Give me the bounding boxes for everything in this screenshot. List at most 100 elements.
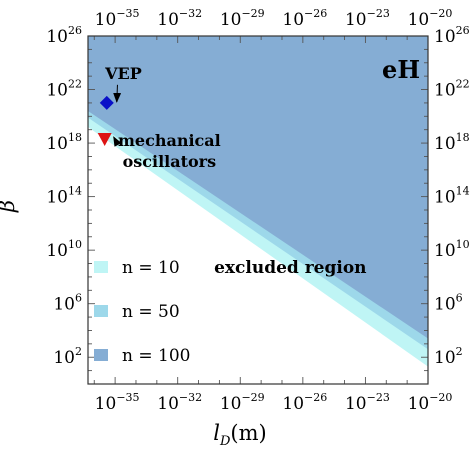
y-tick-label-left-base: 10 bbox=[46, 81, 68, 101]
x-axis-label-unit: (m) bbox=[230, 421, 266, 445]
vep-arrow bbox=[113, 84, 122, 103]
y-tick-label-right-exponent: 14 bbox=[456, 185, 470, 198]
y-tick-label-left-exponent: 18 bbox=[68, 131, 82, 144]
x-tick-label-top: 10−29 bbox=[220, 7, 265, 30]
legend-label: n = 10 bbox=[122, 258, 180, 278]
excluded-region-label: excluded region bbox=[214, 258, 366, 278]
x-tick-label-bottom-exponent: −32 bbox=[179, 391, 202, 404]
y-tick-label-right: 1010 bbox=[434, 238, 470, 261]
y-tick-label-left-exponent: 26 bbox=[68, 24, 82, 37]
x-tick-label-bottom: 10−35 bbox=[95, 391, 140, 414]
panel-label: eH bbox=[382, 55, 420, 84]
x-tick-label-top: 10−32 bbox=[157, 7, 202, 30]
data-points: VEP mechanical oscillators bbox=[97, 64, 221, 171]
x-tick-label-top-base: 10 bbox=[408, 10, 430, 30]
excluded-regions bbox=[88, 36, 428, 367]
y-tick-label-right: 106 bbox=[434, 292, 463, 315]
x-tick-label-bottom: 10−29 bbox=[220, 391, 265, 414]
x-tick-label-top: 10−26 bbox=[282, 7, 327, 30]
y-tick-label-right-base: 10 bbox=[434, 241, 456, 261]
y-tick-label-right-exponent: 6 bbox=[456, 292, 463, 305]
y-tick-label-left-base: 10 bbox=[53, 348, 75, 368]
x-tick-label-top-exponent: −32 bbox=[179, 7, 202, 20]
x-tick-label-top: 10−20 bbox=[408, 7, 453, 30]
legend-swatch bbox=[94, 349, 108, 361]
x-tick-labels-bottom: 10−35 10−32 10−29 10−26 10−23 10−20 bbox=[95, 391, 453, 414]
mechanical-oscillators-arrow bbox=[113, 136, 122, 147]
y-tick-label-right-exponent: 26 bbox=[456, 24, 470, 37]
x-tick-label-bottom-base: 10 bbox=[345, 394, 367, 414]
x-tick-label-bottom: 10−20 bbox=[408, 391, 453, 414]
x-tick-label-bottom-exponent: −20 bbox=[429, 391, 452, 404]
mechanical-oscillators-label: mechanical oscillators bbox=[118, 131, 221, 171]
x-tick-label-top-base: 10 bbox=[157, 10, 179, 30]
y-tick-label-left-exponent: 14 bbox=[68, 185, 82, 198]
vep-label: VEP bbox=[104, 64, 142, 83]
y-tick-label-right-exponent: 2 bbox=[456, 345, 463, 358]
y-tick-label-right-base: 10 bbox=[434, 188, 456, 208]
legend-label: n = 50 bbox=[122, 302, 180, 322]
y-tick-label-right: 102 bbox=[434, 345, 463, 368]
x-tick-label-bottom-base: 10 bbox=[282, 394, 304, 414]
mechanical-oscillators-label-line: mechanical bbox=[118, 131, 221, 150]
y-axis-label: β bbox=[0, 200, 19, 213]
x-tick-label-bottom-base: 10 bbox=[408, 394, 430, 414]
y-tick-label-left-exponent: 2 bbox=[75, 345, 82, 358]
y-tick-label-right-base: 10 bbox=[434, 81, 456, 101]
x-tick-label-bottom-base: 10 bbox=[95, 394, 117, 414]
x-tick-label-bottom-exponent: −26 bbox=[304, 391, 327, 404]
x-tick-labels-top: 10−35 10−32 10−29 10−26 10−23 10−20 bbox=[95, 7, 453, 30]
x-tick-label-top-exponent: −29 bbox=[241, 7, 264, 20]
y-tick-label-left-exponent: 6 bbox=[75, 292, 82, 305]
x-axis-label-main: l bbox=[213, 421, 220, 445]
x-tick-label-top: 10−23 bbox=[345, 7, 390, 30]
y-tick-label-left-base: 10 bbox=[46, 134, 68, 154]
x-tick-label-top-exponent: −23 bbox=[367, 7, 390, 20]
legend-swatch bbox=[94, 305, 108, 317]
region-3 bbox=[88, 36, 428, 339]
y-tick-label-left-base: 10 bbox=[53, 295, 75, 315]
x-tick-label-top-base: 10 bbox=[220, 10, 242, 30]
vep-marker bbox=[99, 95, 114, 110]
plot-frame bbox=[87, 35, 429, 385]
x-axis-label: lD(m) bbox=[213, 421, 266, 449]
x-tick-label-top-exponent: −26 bbox=[304, 7, 327, 20]
x-tick-label-top-exponent: −35 bbox=[116, 7, 139, 20]
x-tick-label-bottom-exponent: −35 bbox=[116, 391, 139, 404]
annotations: excluded region bbox=[214, 258, 366, 278]
x-tick-label-bottom-base: 10 bbox=[157, 394, 179, 414]
y-tick-label-right-exponent: 10 bbox=[456, 238, 470, 251]
x-tick-label-bottom: 10−32 bbox=[157, 391, 202, 414]
x-tick-label-bottom-exponent: −29 bbox=[241, 391, 264, 404]
y-tick-label-right-base: 10 bbox=[434, 295, 456, 315]
y-tick-label-left-base: 10 bbox=[46, 241, 68, 261]
y-tick-label-right: 1018 bbox=[434, 131, 470, 154]
y-tick-label-left: 1026 bbox=[46, 24, 82, 47]
y-tick-label-right-base: 10 bbox=[434, 348, 456, 368]
x-tick-label-top-exponent: −20 bbox=[429, 7, 452, 20]
y-tick-label-left-exponent: 10 bbox=[68, 238, 82, 251]
mechanical-oscillators-marker bbox=[97, 133, 112, 147]
y-tick-label-left: 106 bbox=[53, 292, 82, 315]
y-tick-label-left: 102 bbox=[53, 345, 82, 368]
y-tick-label-left-base: 10 bbox=[46, 27, 68, 47]
mechanical-oscillators-label-line: oscillators bbox=[123, 152, 217, 171]
x-tick-label-top-base: 10 bbox=[95, 10, 117, 30]
y-tick-label-left-exponent: 22 bbox=[68, 78, 82, 91]
y-tick-label-right: 1022 bbox=[434, 78, 470, 101]
legend: n = 10 n = 50 n = 100 bbox=[94, 258, 190, 366]
y-tick-label-right-exponent: 18 bbox=[456, 131, 470, 144]
y-tick-label-right: 1026 bbox=[434, 24, 470, 47]
x-tick-label-top: 10−35 bbox=[95, 7, 140, 30]
y-tick-label-left: 1010 bbox=[46, 238, 82, 261]
y-tick-label-left: 1018 bbox=[46, 131, 82, 154]
y-tick-label-right-base: 10 bbox=[434, 134, 456, 154]
y-tick-label-right-base: 10 bbox=[434, 27, 456, 47]
legend-label: n = 100 bbox=[122, 346, 190, 366]
x-tick-label-bottom: 10−26 bbox=[282, 391, 327, 414]
x-tick-label-top-base: 10 bbox=[282, 10, 304, 30]
legend-swatch bbox=[94, 261, 108, 273]
